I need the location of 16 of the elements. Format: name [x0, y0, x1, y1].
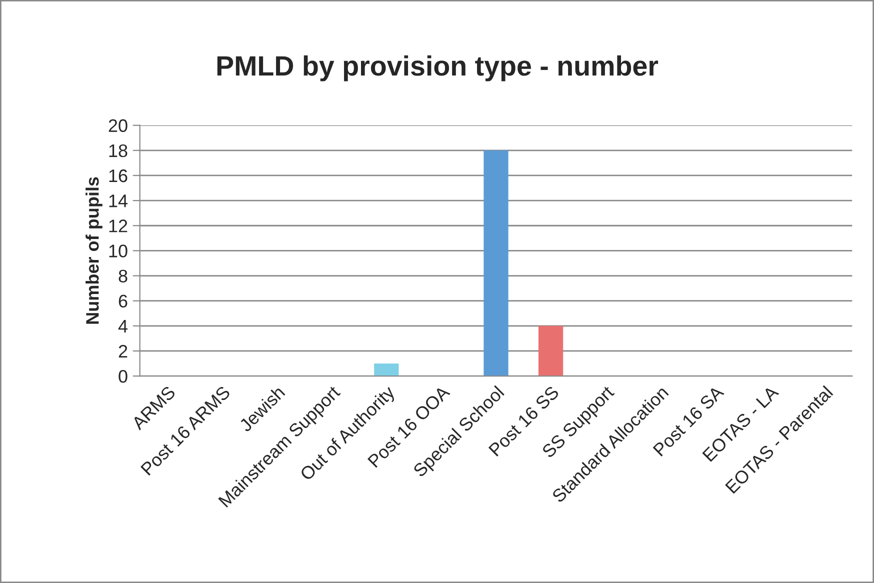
y-tick-label: 18	[109, 144, 128, 158]
bar	[538, 326, 564, 376]
y-tick-label: 10	[109, 244, 128, 258]
bar	[484, 150, 508, 376]
y-tick-label: 0	[118, 370, 128, 383]
bar	[374, 364, 399, 376]
chart-title: PMLD by provision type - number	[217, 55, 658, 82]
y-tick-label: 16	[109, 169, 128, 182]
y-tick-label: 4	[118, 320, 128, 332]
y-tick-label: 20	[108, 119, 128, 132]
y-tick-label: 6	[118, 294, 128, 308]
y-tick-label: 14	[109, 194, 128, 208]
y-tick-label: 2	[118, 344, 128, 358]
y-tick-label: 12	[109, 220, 128, 232]
y-axis-title: Number of pupils	[86, 177, 102, 324]
y-tick-label: 8	[118, 270, 128, 282]
